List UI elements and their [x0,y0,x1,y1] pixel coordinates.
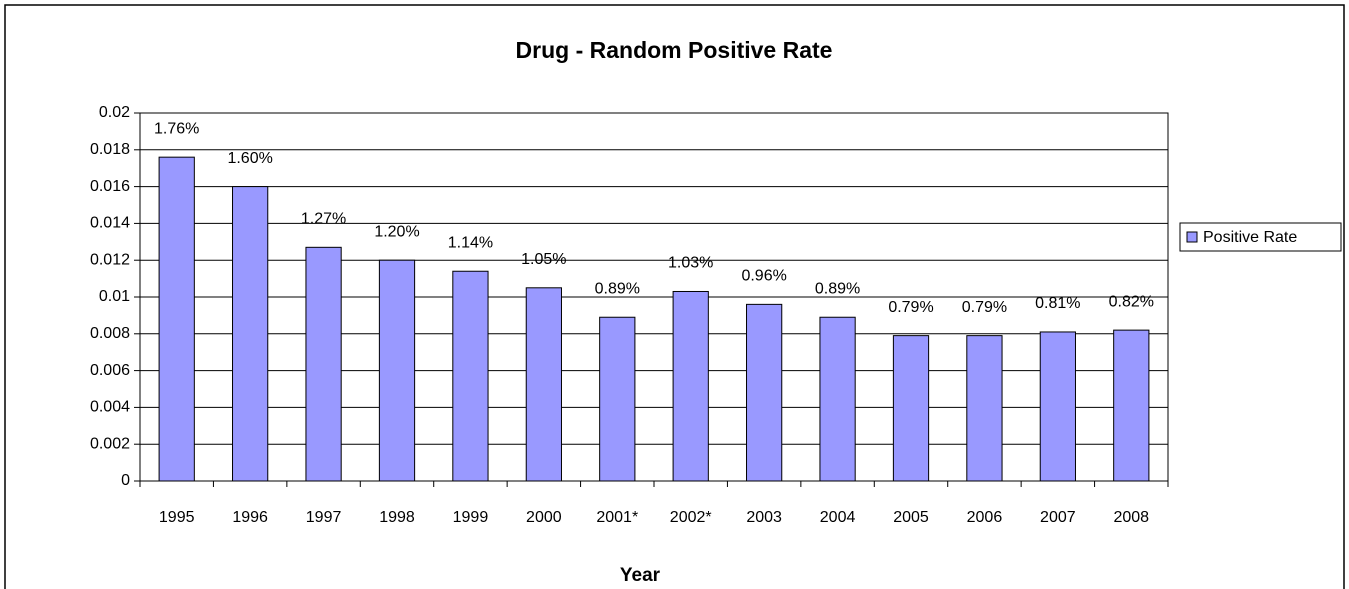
value-label: 0.79% [962,299,1007,316]
y-tick-label: 0.004 [90,399,130,416]
bar [305,246,342,482]
x-tick-label: 1998 [379,509,415,526]
bar [452,270,489,482]
value-label: 1.27% [301,211,346,228]
value-label: 0.89% [595,280,640,297]
y-tick-label: 0.014 [90,215,130,232]
value-label: 1.76% [154,120,199,137]
x-tick-label: 2007 [1040,509,1076,526]
bar [158,156,195,482]
y-tick-label: 0.018 [90,141,130,158]
x-tick-label: 1997 [306,509,342,526]
y-tick-label: 0.01 [99,288,130,305]
x-tick-label: 2003 [746,509,782,526]
bar [378,259,416,482]
bar [819,316,856,482]
value-label: 0.79% [888,299,933,316]
x-tick-label: 2004 [820,509,856,526]
x-tick-label: 2000 [526,509,562,526]
y-tick-label: 0.002 [90,435,130,452]
value-label: 0.81% [1035,295,1080,312]
y-tick-label: 0.016 [90,178,130,195]
y-tick-label: 0.02 [99,104,130,121]
bar [232,186,269,482]
bar [1039,331,1076,482]
bar [672,290,709,482]
y-tick-label: 0.008 [90,325,130,342]
bar [892,335,930,482]
bar [525,287,562,482]
legend-label: Positive Rate [1203,229,1297,246]
bar [966,335,1003,482]
x-tick-label: 2002* [670,509,712,526]
value-label: 1.05% [521,251,566,268]
chart-title: Drug - Random Positive Rate [516,37,833,63]
value-label: 1.60% [227,150,272,167]
x-tick-label: 1999 [453,509,489,526]
value-label: 1.20% [374,223,419,240]
legend-box [1179,222,1342,252]
bar [746,303,783,482]
x-axis-title: Year [620,565,661,586]
value-label: 0.82% [1109,293,1154,310]
y-tick-label: 0.012 [90,251,130,268]
legend-swatch [1186,231,1198,243]
y-tick-label: 0 [121,472,130,489]
x-tick-label: 2006 [967,509,1003,526]
value-label: 1.03% [668,255,713,272]
x-tick-label: 2001* [596,509,638,526]
value-label: 0.96% [741,268,786,285]
bar [599,316,636,482]
y-tick-label: 0.006 [90,362,130,379]
value-label: 0.89% [815,280,860,297]
x-tick-label: 2008 [1113,509,1149,526]
x-tick-label: 1995 [159,509,195,526]
x-tick-label: 2005 [893,509,929,526]
value-label: 1.14% [448,234,493,251]
x-tick-label: 1996 [232,509,268,526]
bar [1113,329,1150,482]
